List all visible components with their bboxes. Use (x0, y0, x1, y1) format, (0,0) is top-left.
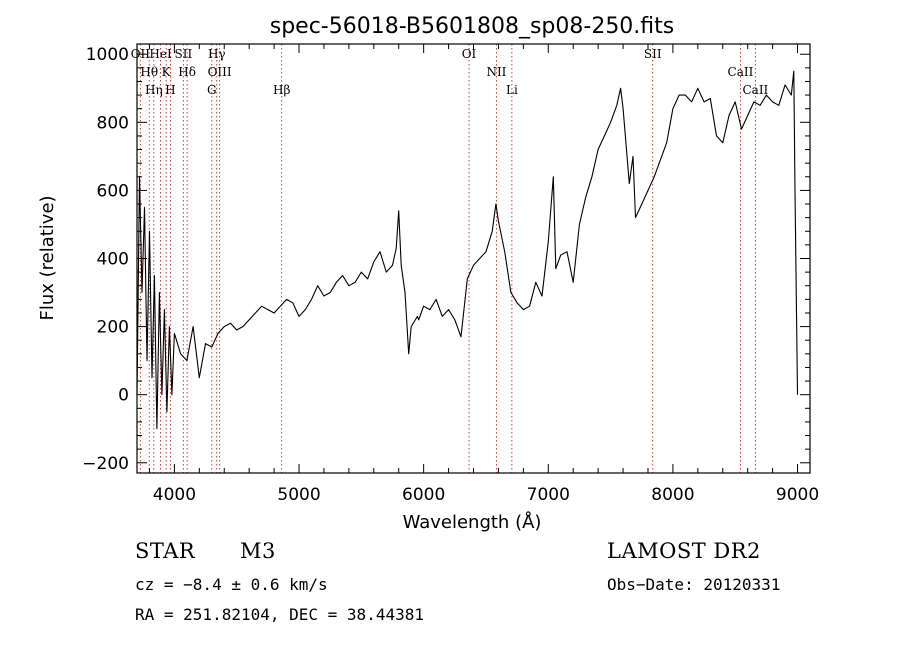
line-label: CaII (728, 65, 754, 79)
line-label: SII (644, 47, 662, 61)
spectral-line-markers (139, 44, 756, 473)
flux-series (136, 70, 799, 430)
y-tick-label: −200 (82, 454, 129, 474)
line-label: Hθ (140, 65, 158, 79)
line-label: SII (175, 47, 193, 61)
line-label: K (162, 65, 172, 79)
line-label: OIII (208, 65, 232, 79)
object-subclass: M3 (240, 539, 276, 563)
y-tick-label: 0 (118, 386, 129, 406)
plot-frame (136, 43, 811, 474)
redshift-velocity: cz = −8.4 ± 0.6 km/s (135, 575, 328, 594)
survey-name: LAMOST DR2 (607, 539, 761, 563)
object-type: STAR (135, 539, 196, 563)
y-tick-label: 400 (97, 250, 129, 270)
x-tick-label: 5000 (277, 485, 320, 505)
line-label: Hδ (178, 65, 196, 79)
line-label: OI (462, 47, 477, 61)
x-tick-label: 4000 (153, 485, 196, 505)
line-label: G (207, 83, 217, 97)
spectral-line-labels: OIIHθHηHeIKHSIIHδGHγOIIIHβOINIILiSIICaII… (131, 47, 769, 97)
line-label: Hγ (208, 47, 226, 61)
observation-date: Obs−Date: 20120331 (607, 575, 781, 594)
line-label: Hη (145, 83, 163, 97)
x-tick-label: 6000 (402, 485, 445, 505)
line-label: Hβ (273, 83, 290, 97)
y-axis-ticks: −200 0 200 400 600 800 1000 (82, 45, 810, 474)
x-tick-label: 7000 (527, 485, 570, 505)
y-tick-label: 200 (97, 318, 129, 338)
flux-line (136, 70, 799, 430)
y-tick-label: 800 (97, 113, 129, 133)
y-tick-label: 600 (97, 181, 129, 201)
x-axis-ticks: 4000 5000 6000 7000 8000 9000 (148, 44, 819, 505)
x-tick-label: 9000 (776, 485, 819, 505)
line-label: Li (506, 83, 518, 97)
sky-coordinates: RA = 251.82104, DEC = 38.44381 (135, 605, 424, 624)
y-tick-label: 1000 (86, 45, 129, 65)
x-tick-label: 8000 (651, 485, 694, 505)
line-label: NII (486, 65, 506, 79)
line-label: H (165, 83, 175, 97)
line-label: HeI (149, 47, 172, 61)
x-axis-label: Wavelength (Å) (403, 511, 542, 533)
line-label: CaII (742, 83, 768, 97)
chart-title: spec-56018-B5601808_sp08-250.fits (270, 14, 675, 39)
y-axis-label: Flux (relative) (37, 195, 58, 320)
